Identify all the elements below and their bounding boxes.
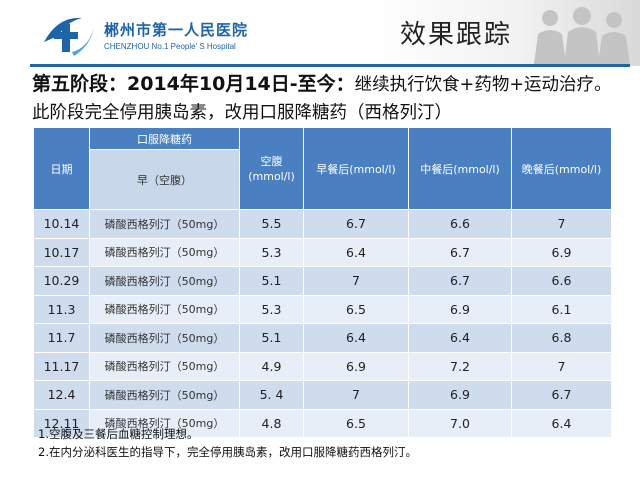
stage-heading: 第五阶段：2014年10月14日-至今：继续执行饮食+药物+运动治疗。此阶段完全… [32,70,612,127]
glucose-table-wrapper: 日期 口服降糖药 空腹 (mmol/l) 早餐后(mmol/l) 中餐后(mmo… [33,127,612,438]
table-row: 10.17 磷酸西格列汀（50mg） 5.3 6.4 6.7 6.9 [33,238,612,267]
cell-after-dinner: 6.1 [511,295,612,324]
table-row: 11.17 磷酸西格列汀（50mg） 4.9 6.9 7.2 7 [33,352,612,381]
cell-date: 11.3 [33,295,90,324]
cell-date: 10.17 [33,238,90,267]
title-background [370,0,640,66]
cell-after-breakfast: 6.9 [303,352,409,381]
cell-after-lunch: 6.4 [408,323,512,353]
cell-after-lunch: 6.7 [408,238,512,267]
col-header-after-dinner: 晚餐后(mmol/l) [511,127,612,210]
cell-after-lunch: 6.7 [408,266,512,296]
table-row: 11.3 磷酸西格列汀（50mg） 5.3 6.5 6.9 6.1 [33,295,612,324]
cell-date: 12.11 [33,409,90,438]
notes: 1.空腹及三餐后血糖控制理想。 2.在内分泌科医生的指导下，完全停用胰岛素，改用… [38,425,628,461]
col-header-date: 日期 [33,127,90,210]
cell-drug: 磷酸西格列汀（50mg） [89,323,240,353]
people-silhouette-icon [534,7,630,64]
cell-date: 10.29 [33,266,90,296]
note-1: 1.空腹及三餐后血糖控制理想。 [38,427,199,441]
cell-drug: 磷酸西格列汀（50mg） [89,238,240,267]
cell-date: 12.4 [33,380,90,410]
cell-after-dinner: 6.7 [511,380,612,410]
header-divider [30,64,630,67]
col-header-oral-drug: 口服降糖药 [89,127,240,150]
cell-after-dinner: 6.6 [511,266,612,296]
cell-after-lunch: 6.9 [408,295,512,324]
hospital-name-en: CHENZHOU No.1 People' S Hospital [104,42,236,51]
cell-after-dinner: 6.4 [511,409,612,438]
table-row: 11.7 磷酸西格列汀（50mg） 5.1 6.4 6.4 6.8 [33,323,612,353]
cell-drug: 磷酸西格列汀（50mg） [89,352,240,381]
table-row: 12.4 磷酸西格列汀（50mg） 5. 4 7 6.9 6.7 [33,380,612,410]
cell-after-breakfast: 6.5 [303,295,409,324]
cell-after-breakfast: 6.7 [303,209,409,239]
cell-date: 10.14 [33,209,90,239]
cell-after-breakfast: 6.5 [303,409,409,438]
glucose-table-body: 10.14 磷酸西格列汀（50mg） 5.5 6.7 6.6 7 10.17 磷酸西格列汀（5… [33,209,612,438]
cell-fasting: 5.1 [239,266,304,296]
cell-drug: 磷酸西格列汀（50mg） [89,380,240,410]
cell-fasting: 5. 4 [239,380,304,410]
page-title: 效果跟踪 [400,20,513,50]
cell-fasting: 4.9 [239,352,304,381]
cell-drug: 磷酸西格列汀（50mg） [89,266,240,296]
hospital-logo-icon [44,17,94,56]
cell-after-dinner: 6.8 [511,323,612,353]
table-row: 12.11 磷酸西格列汀（50mg） 4.8 6.5 7.0 6.4 [33,409,612,438]
cell-after-lunch: 6.9 [408,380,512,410]
stage-text: 继续执行饮食+药物+运动治疗。此阶段完全停用胰岛素，改用口服降糖药（西格列汀） [32,75,612,123]
cell-after-lunch: 6.6 [408,209,512,239]
cell-after-dinner: 7 [511,209,612,239]
cell-fasting: 5.5 [239,209,304,239]
col-header-after-breakfast: 早餐后(mmol/l) [303,127,409,210]
col-header-oral-morning: 早（空腹） [89,149,240,210]
glucose-table: 日期 口服降糖药 空腹 (mmol/l) 早餐后(mmol/l) 中餐后(mmo… [33,127,612,438]
hospital-name-cn: 郴州市第一人民医院 [104,21,249,39]
table-row: 10.14 磷酸西格列汀（50mg） 5.5 6.7 6.6 7 [33,209,612,239]
stage-label: 第五阶段：2014年10月14日-至今： [32,73,355,95]
cell-after-dinner: 6.9 [511,238,612,267]
cell-drug: 磷酸西格列汀（50mg） [89,209,240,239]
header: 郴州市第一人民医院 CHENZHOU No.1 People' S Hospit… [0,0,640,67]
cell-fasting: 5.1 [239,323,304,353]
cell-after-dinner: 7 [511,352,612,381]
cell-date: 11.17 [33,352,90,381]
cell-after-breakfast: 7 [303,380,409,410]
cell-fasting: 5.3 [239,295,304,324]
cell-drug: 磷酸西格列汀（50mg） [89,409,240,438]
cell-after-lunch: 7.2 [408,352,512,381]
note-2: 2.在内分泌科医生的指导下，完全停用胰岛素，改用口服降糖药西格列汀。 [38,445,417,459]
cell-drug: 磷酸西格列汀（50mg） [89,295,240,324]
cell-fasting: 5.3 [239,238,304,267]
col-header-fasting: 空腹 (mmol/l) [239,127,304,210]
cell-date: 11.7 [33,323,90,353]
cell-after-breakfast: 6.4 [303,323,409,353]
cell-after-breakfast: 7 [303,266,409,296]
col-header-after-lunch: 中餐后(mmol/l) [408,127,512,210]
cell-fasting: 4.8 [239,409,304,438]
cell-after-breakfast: 6.4 [303,238,409,267]
cell-after-lunch: 7.0 [408,409,512,438]
table-row: 10.29 磷酸西格列汀（50mg） 5.1 7 6.7 6.6 [33,266,612,296]
